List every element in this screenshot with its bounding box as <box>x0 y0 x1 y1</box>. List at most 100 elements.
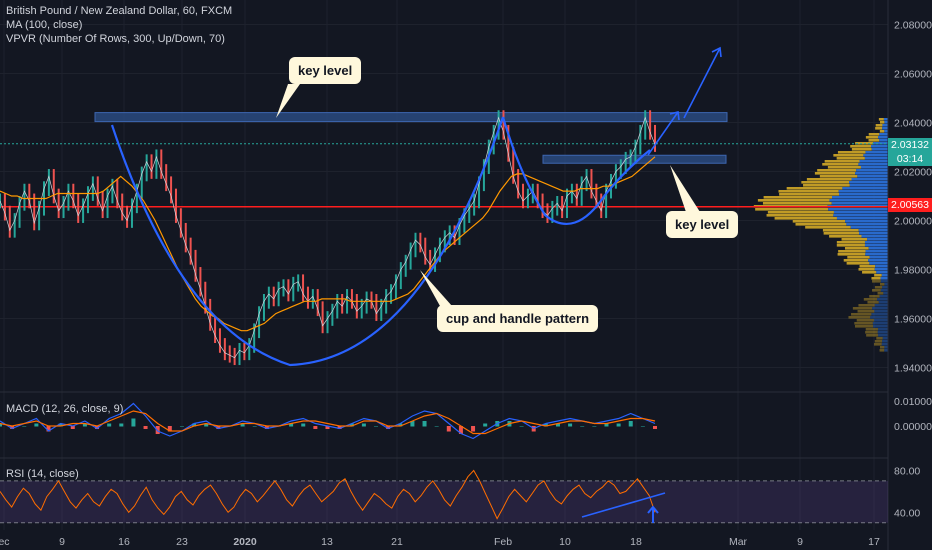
handle-curve[interactable] <box>501 116 651 225</box>
vp-bar-down <box>877 331 888 334</box>
vp-bar-up <box>857 310 875 313</box>
vp-bar-down <box>868 247 888 250</box>
vp-bar-up <box>866 334 879 337</box>
vp-bar-down <box>864 244 888 247</box>
vp-bar-up <box>829 235 862 238</box>
macd-hist-bar <box>471 426 476 432</box>
vp-bar-down <box>846 223 888 226</box>
vp-bar-down <box>845 220 888 223</box>
callout-pointer-right <box>670 165 700 212</box>
pattern-callout[interactable]: cup and handle pattern <box>437 305 599 332</box>
price-tick-label: 2.04000 <box>894 118 932 130</box>
macd-hist-bar <box>349 423 354 427</box>
vp-bar-up <box>757 199 830 202</box>
breakout-arrow-short[interactable] <box>647 111 679 156</box>
vp-bar-down <box>884 130 888 133</box>
arrow-head-long <box>711 46 722 58</box>
rsi-trendline[interactable] <box>581 492 666 518</box>
vp-bar-down <box>865 250 888 253</box>
vp-bar-down <box>855 172 888 175</box>
macd-hist-bar <box>192 423 197 427</box>
key-level-callout-top[interactable]: key level <box>289 57 362 84</box>
price-tick-label: 2.00000 <box>894 216 932 228</box>
vp-bar-up <box>755 208 829 211</box>
vp-bar-down <box>828 208 888 211</box>
macd-hist-bar <box>179 426 184 427</box>
vp-bar-up <box>774 217 837 220</box>
vp-bar-down <box>842 187 888 190</box>
macd-hist-bar <box>34 423 39 427</box>
callout-pointer-pattern <box>420 270 452 306</box>
vp-bar-up <box>878 118 884 121</box>
vp-bar-up <box>838 250 866 253</box>
rsi-legend[interactable]: RSI (14, close) <box>6 468 79 480</box>
vpvr-legend[interactable]: VPVR (Number Of Rows, 300, Up/Down, 70) <box>6 33 225 45</box>
vp-bar-up <box>862 271 877 274</box>
breakout-arrow-long[interactable] <box>683 47 721 119</box>
key-level-callout-right[interactable]: key level <box>666 211 739 238</box>
price-tick-label: 1.96000 <box>894 314 932 326</box>
symbol-title[interactable]: British Pound / New Zealand Dollar, 60, … <box>6 5 233 17</box>
macd-hist-bar <box>22 426 27 427</box>
vp-bar-up <box>823 232 860 235</box>
macd-hist-bar <box>483 423 488 427</box>
vp-bar-down <box>865 151 888 154</box>
vp-bar-down <box>883 292 888 295</box>
vp-bar-down <box>851 178 888 181</box>
vp-bar-up <box>819 175 858 178</box>
macd-hist-bar <box>374 426 379 427</box>
vp-bar-up <box>833 154 864 157</box>
macd-hist-bar <box>386 426 391 429</box>
vp-bar-up <box>805 226 851 229</box>
vp-bar-down <box>884 346 888 349</box>
vp-bar-down <box>833 211 888 214</box>
macd-legend[interactable]: MACD (12, 26, close, 9) <box>6 403 124 415</box>
vp-bar-down <box>861 235 888 238</box>
resistance-zone[interactable] <box>94 112 728 123</box>
ma-legend[interactable]: MA (100, close) <box>6 19 83 31</box>
vp-bar-up <box>869 295 880 298</box>
vp-bar-up <box>874 286 883 289</box>
vp-bar-up <box>858 268 875 271</box>
macd-hist-bar <box>313 426 318 429</box>
time-tick-label: 10 <box>559 536 571 548</box>
vp-bar-up <box>851 313 872 316</box>
vp-bar-up <box>827 166 861 169</box>
macd-hist-bar <box>410 421 415 427</box>
macd-hist-bar <box>252 426 257 427</box>
vp-bar-up <box>867 301 879 304</box>
macd-hist-bar <box>543 423 548 427</box>
vp-bar-down <box>832 196 888 199</box>
vp-bar-down <box>880 280 888 283</box>
vp-bar-down <box>858 229 888 232</box>
vp-bar-up <box>859 265 876 268</box>
vp-bar-up <box>872 289 881 292</box>
cup-curve[interactable] <box>110 116 505 367</box>
vp-bar-up <box>874 340 883 343</box>
vp-bar-down <box>871 148 888 151</box>
price-tick-label: 1.94000 <box>894 363 932 375</box>
vp-bar-down <box>874 268 888 271</box>
macd-pane <box>0 402 657 440</box>
vp-bar-up <box>806 178 852 181</box>
vp-bar-up <box>875 127 883 130</box>
signal-line <box>0 410 656 435</box>
macd-hist-bar <box>0 423 2 427</box>
vp-bar-down <box>882 124 888 127</box>
vp-bar-down <box>870 145 888 148</box>
vp-bar-down <box>872 307 888 310</box>
vp-bar-up <box>874 343 882 346</box>
vp-bar-up <box>841 238 868 241</box>
price-tick-label: 1.98000 <box>894 265 932 277</box>
vp-bar-up <box>868 133 880 136</box>
macd-hist-bar <box>204 423 209 427</box>
vp-bar-down <box>871 313 888 316</box>
macd-hist-bar <box>653 426 657 429</box>
price-tick-label: 2.02000 <box>894 167 932 179</box>
vp-bar-up <box>871 277 881 280</box>
vp-bar-down <box>882 127 888 130</box>
vp-bar-down <box>875 265 888 268</box>
vp-bar-up <box>865 136 879 139</box>
macd-tick-label: 0.01000 <box>894 396 932 408</box>
